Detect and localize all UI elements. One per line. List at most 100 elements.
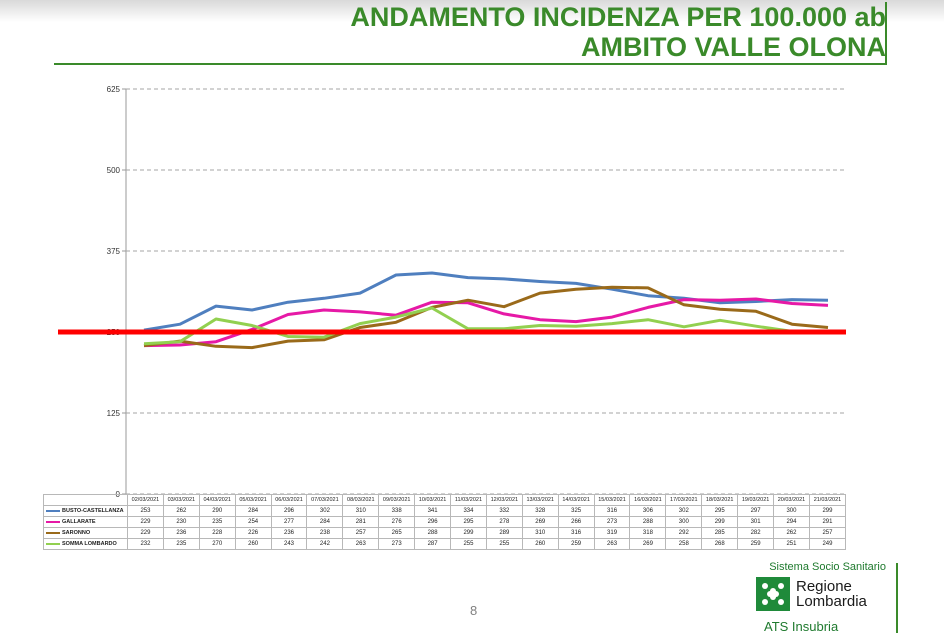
data-cell: 258 bbox=[665, 538, 703, 550]
logo-name-line-2: Lombardia bbox=[796, 593, 867, 610]
data-cell: 299 bbox=[701, 516, 739, 528]
data-cell: 228 bbox=[198, 527, 236, 539]
data-cell: 229 bbox=[127, 516, 164, 528]
table-corner-cell bbox=[43, 494, 128, 506]
slide-title: ANDAMENTO INCIDENZA PER 100.000 ab AMBIT… bbox=[350, 2, 886, 62]
date-column-header: 12/03/2021 bbox=[485, 494, 523, 506]
organization-logo: Sistema Socio Sanitario Regione Lombardi… bbox=[756, 561, 896, 634]
data-cell: 254 bbox=[234, 516, 272, 528]
date-column-header: 02/03/2021 bbox=[127, 494, 164, 506]
data-cell: 242 bbox=[306, 538, 344, 550]
date-column-header: 14/03/2021 bbox=[557, 494, 595, 506]
data-cell: 257 bbox=[342, 527, 380, 539]
date-column-header: 19/03/2021 bbox=[737, 494, 775, 506]
date-column-header: 05/03/2021 bbox=[234, 494, 272, 506]
date-column-header: 13/03/2021 bbox=[521, 494, 559, 506]
data-cell: 288 bbox=[414, 527, 452, 539]
data-cell: 269 bbox=[629, 538, 667, 550]
data-cell: 251 bbox=[773, 538, 810, 550]
date-column-header: 06/03/2021 bbox=[270, 494, 308, 506]
data-cell: 341 bbox=[414, 505, 452, 517]
data-cell: 276 bbox=[378, 516, 416, 528]
table-row: GALLARATE 229 230 235 254 277 284 281 276 296 295 2… bbox=[43, 516, 847, 528]
y-tick-label: 500 bbox=[107, 166, 121, 175]
data-cell: 310 bbox=[521, 527, 559, 539]
series-line-busto-castellanza bbox=[143, 271, 829, 332]
data-cell: 253 bbox=[127, 505, 164, 517]
data-cell: 294 bbox=[773, 516, 810, 528]
series-line-saronno bbox=[143, 285, 829, 350]
date-column-header: 03/03/2021 bbox=[162, 494, 200, 506]
data-cell: 259 bbox=[737, 538, 775, 550]
data-cell: 262 bbox=[162, 505, 200, 517]
date-column-header: 10/03/2021 bbox=[414, 494, 452, 506]
date-column-header: 20/03/2021 bbox=[773, 494, 810, 506]
data-cell: 229 bbox=[127, 527, 164, 539]
logo-system-text: Sistema Socio Sanitario bbox=[769, 561, 886, 573]
data-cell: 316 bbox=[557, 527, 595, 539]
data-cell: 302 bbox=[665, 505, 703, 517]
data-cell: 259 bbox=[557, 538, 595, 550]
legend-swatch bbox=[46, 531, 60, 534]
data-cell: 266 bbox=[557, 516, 595, 528]
data-cell: 263 bbox=[342, 538, 380, 550]
data-cell: 281 bbox=[342, 516, 380, 528]
data-cell: 296 bbox=[270, 505, 308, 517]
logo-org-name: ATS Insubria bbox=[764, 619, 839, 634]
data-cell: 270 bbox=[198, 538, 236, 550]
data-cell: 288 bbox=[629, 516, 667, 528]
series-label: BUSTO-CASTELLANZA bbox=[43, 505, 128, 517]
data-cell: 263 bbox=[593, 538, 631, 550]
data-cell: 300 bbox=[665, 516, 703, 528]
table-row: SARONNO 229 236 228 226 236 238 257 265 288 299 289… bbox=[43, 527, 847, 539]
data-cell: 273 bbox=[593, 516, 631, 528]
data-cell: 338 bbox=[378, 505, 416, 517]
data-cell: 232 bbox=[127, 538, 164, 550]
date-column-header: 17/03/2021 bbox=[665, 494, 703, 506]
series-label: SARONNO bbox=[43, 527, 128, 539]
data-cell: 236 bbox=[270, 527, 308, 539]
date-column-header: 16/03/2021 bbox=[629, 494, 667, 506]
series-label: GALLARATE bbox=[43, 516, 128, 528]
data-cell: 325 bbox=[557, 505, 595, 517]
data-cell: 299 bbox=[808, 505, 847, 517]
data-cell: 297 bbox=[737, 505, 775, 517]
legend-swatch bbox=[46, 520, 60, 523]
date-column-header: 15/03/2021 bbox=[593, 494, 631, 506]
data-cell: 291 bbox=[808, 516, 847, 528]
data-cell: 296 bbox=[414, 516, 452, 528]
title-line-1: ANDAMENTO INCIDENZA PER 100.000 ab bbox=[350, 2, 886, 32]
data-cell: 300 bbox=[773, 505, 810, 517]
data-cell: 262 bbox=[773, 527, 810, 539]
data-cell: 273 bbox=[378, 538, 416, 550]
data-cell: 249 bbox=[808, 538, 847, 550]
data-cell: 235 bbox=[162, 538, 200, 550]
date-column-header: 07/03/2021 bbox=[306, 494, 344, 506]
data-cell: 236 bbox=[162, 527, 200, 539]
data-cell: 255 bbox=[450, 538, 487, 550]
y-tick-label: 375 bbox=[107, 247, 121, 256]
data-cell: 282 bbox=[737, 527, 775, 539]
table-row: SOMMA LOMBARDO 232 235 270 260 243 242 263 273 28… bbox=[43, 538, 847, 550]
data-cell: 257 bbox=[808, 527, 847, 539]
date-column-header: 04/03/2021 bbox=[198, 494, 236, 506]
y-tick-label: 625 bbox=[107, 85, 121, 94]
data-cell: 295 bbox=[450, 516, 487, 528]
data-cell: 328 bbox=[521, 505, 559, 517]
data-cell: 269 bbox=[521, 516, 559, 528]
data-cell: 310 bbox=[342, 505, 380, 517]
data-cell: 287 bbox=[414, 538, 452, 550]
top-band bbox=[0, 0, 944, 22]
data-cell: 306 bbox=[629, 505, 667, 517]
data-cell: 299 bbox=[450, 527, 487, 539]
legend-swatch bbox=[46, 542, 60, 545]
data-cell: 285 bbox=[701, 527, 739, 539]
series-line-somma-lombardo bbox=[143, 306, 829, 346]
data-cell: 292 bbox=[665, 527, 703, 539]
data-cell: 277 bbox=[270, 516, 308, 528]
data-cell: 235 bbox=[198, 516, 236, 528]
data-cell: 290 bbox=[198, 505, 236, 517]
data-cell: 243 bbox=[270, 538, 308, 550]
data-cell: 238 bbox=[306, 527, 344, 539]
y-tick-label: 125 bbox=[107, 409, 121, 418]
